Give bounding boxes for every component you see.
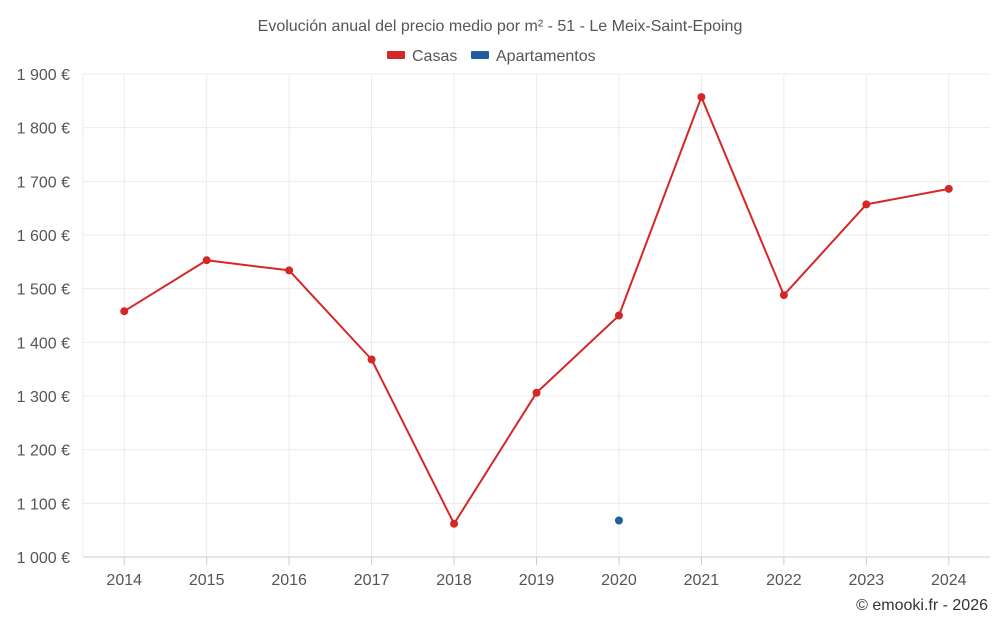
legend-label-apartamentos: Apartamentos bbox=[496, 48, 596, 65]
data-point[interactable] bbox=[532, 388, 541, 397]
data-point[interactable] bbox=[862, 200, 871, 209]
x-tick-label: 2016 bbox=[271, 572, 307, 589]
chart-title: Evolución anual del precio medio por m² … bbox=[258, 18, 743, 35]
legend-swatch-apartamentos bbox=[471, 51, 489, 59]
x-tick-label: 2023 bbox=[849, 572, 885, 589]
data-point[interactable] bbox=[367, 355, 376, 364]
x-tick-label: 2018 bbox=[436, 572, 472, 589]
legend-item-casas[interactable]: Casas bbox=[387, 48, 457, 65]
x-tick-label: 2022 bbox=[766, 572, 802, 589]
data-point[interactable] bbox=[697, 93, 706, 102]
y-tick-label: 1 800 € bbox=[17, 121, 70, 138]
data-point[interactable] bbox=[450, 519, 459, 528]
x-tick-label: 2015 bbox=[189, 572, 225, 589]
data-point[interactable] bbox=[779, 291, 788, 300]
x-tick-label: 2019 bbox=[519, 572, 555, 589]
credit-text: © emooki.fr - 2026 bbox=[856, 597, 988, 614]
data-point[interactable] bbox=[614, 516, 623, 525]
y-tick-label: 1 500 € bbox=[17, 282, 70, 299]
legend: Casas Apartamentos bbox=[387, 48, 596, 65]
data-point[interactable] bbox=[120, 307, 129, 316]
x-tick-label: 2020 bbox=[601, 572, 637, 589]
y-tick-label: 1 100 € bbox=[17, 496, 70, 513]
x-axis: 2014 2015 2016 2017 2018 2019 2020 2021 2022 2023… bbox=[106, 557, 967, 589]
data-point[interactable] bbox=[202, 256, 211, 265]
legend-label-casas: Casas bbox=[412, 48, 457, 65]
y-tick-label: 1 400 € bbox=[17, 335, 70, 352]
grid bbox=[82, 73, 990, 558]
y-tick-label: 1 200 € bbox=[17, 443, 70, 460]
series-casas bbox=[120, 93, 953, 528]
data-point[interactable] bbox=[285, 266, 294, 275]
legend-item-apartamentos[interactable]: Apartamentos bbox=[471, 48, 596, 65]
x-tick-label: 2021 bbox=[684, 572, 720, 589]
x-tick-label: 2014 bbox=[106, 572, 142, 589]
y-tick-label: 1 700 € bbox=[17, 174, 70, 191]
y-tick-label: 1 900 € bbox=[17, 67, 70, 84]
data-point[interactable] bbox=[614, 311, 623, 320]
x-tick-label: 2024 bbox=[931, 572, 967, 589]
series-apartamentos bbox=[614, 516, 623, 525]
y-tick-label: 1 000 € bbox=[17, 550, 70, 567]
data-point[interactable] bbox=[944, 184, 953, 193]
series bbox=[120, 93, 953, 528]
y-tick-label: 1 600 € bbox=[17, 228, 70, 245]
y-tick-label: 1 300 € bbox=[17, 389, 70, 406]
y-axis: 1 000 € 1 100 € 1 200 € 1 300 € 1 400 € 1 500… bbox=[17, 67, 70, 567]
x-tick-label: 2017 bbox=[354, 572, 390, 589]
legend-swatch-casas bbox=[387, 51, 405, 59]
